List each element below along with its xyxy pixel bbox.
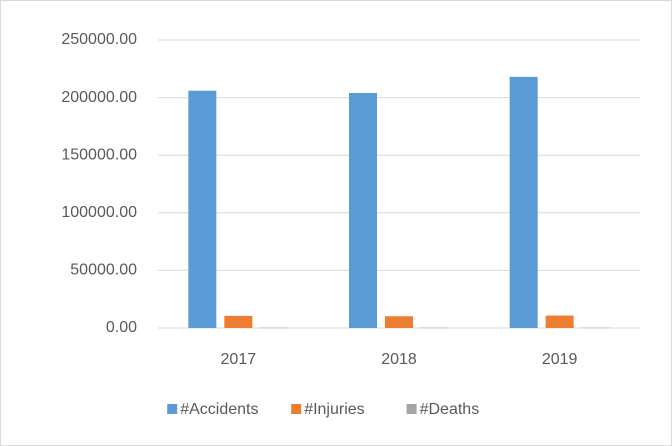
- bar: [385, 316, 413, 328]
- legend-swatch: [167, 404, 178, 414]
- legend-label: #Deaths: [420, 401, 480, 418]
- bar: [188, 90, 217, 328]
- legend-label: #Accidents: [180, 401, 258, 418]
- legend-swatch: [406, 404, 417, 414]
- bar: [224, 315, 253, 328]
- y-tick-label: 100000.00: [61, 204, 137, 221]
- legend-swatch: [291, 404, 302, 414]
- y-tick-label: 50000.00: [70, 262, 137, 279]
- y-tick-label: 150000.00: [61, 146, 137, 163]
- x-tick-label: 2017: [221, 351, 257, 368]
- y-tick-label: 0.00: [106, 319, 137, 336]
- bar: [260, 327, 289, 329]
- y-tick-label: 200000.00: [61, 89, 137, 106]
- bar: [545, 315, 574, 328]
- bar: [509, 76, 538, 328]
- bar: [581, 327, 610, 329]
- bar: [349, 92, 377, 328]
- legend-label: #Injuries: [304, 401, 364, 418]
- x-tick-label: 2019: [542, 351, 578, 368]
- x-tick-label: 2018: [381, 351, 417, 368]
- bar: [421, 327, 449, 329]
- y-tick-label: 250000.00: [61, 31, 137, 48]
